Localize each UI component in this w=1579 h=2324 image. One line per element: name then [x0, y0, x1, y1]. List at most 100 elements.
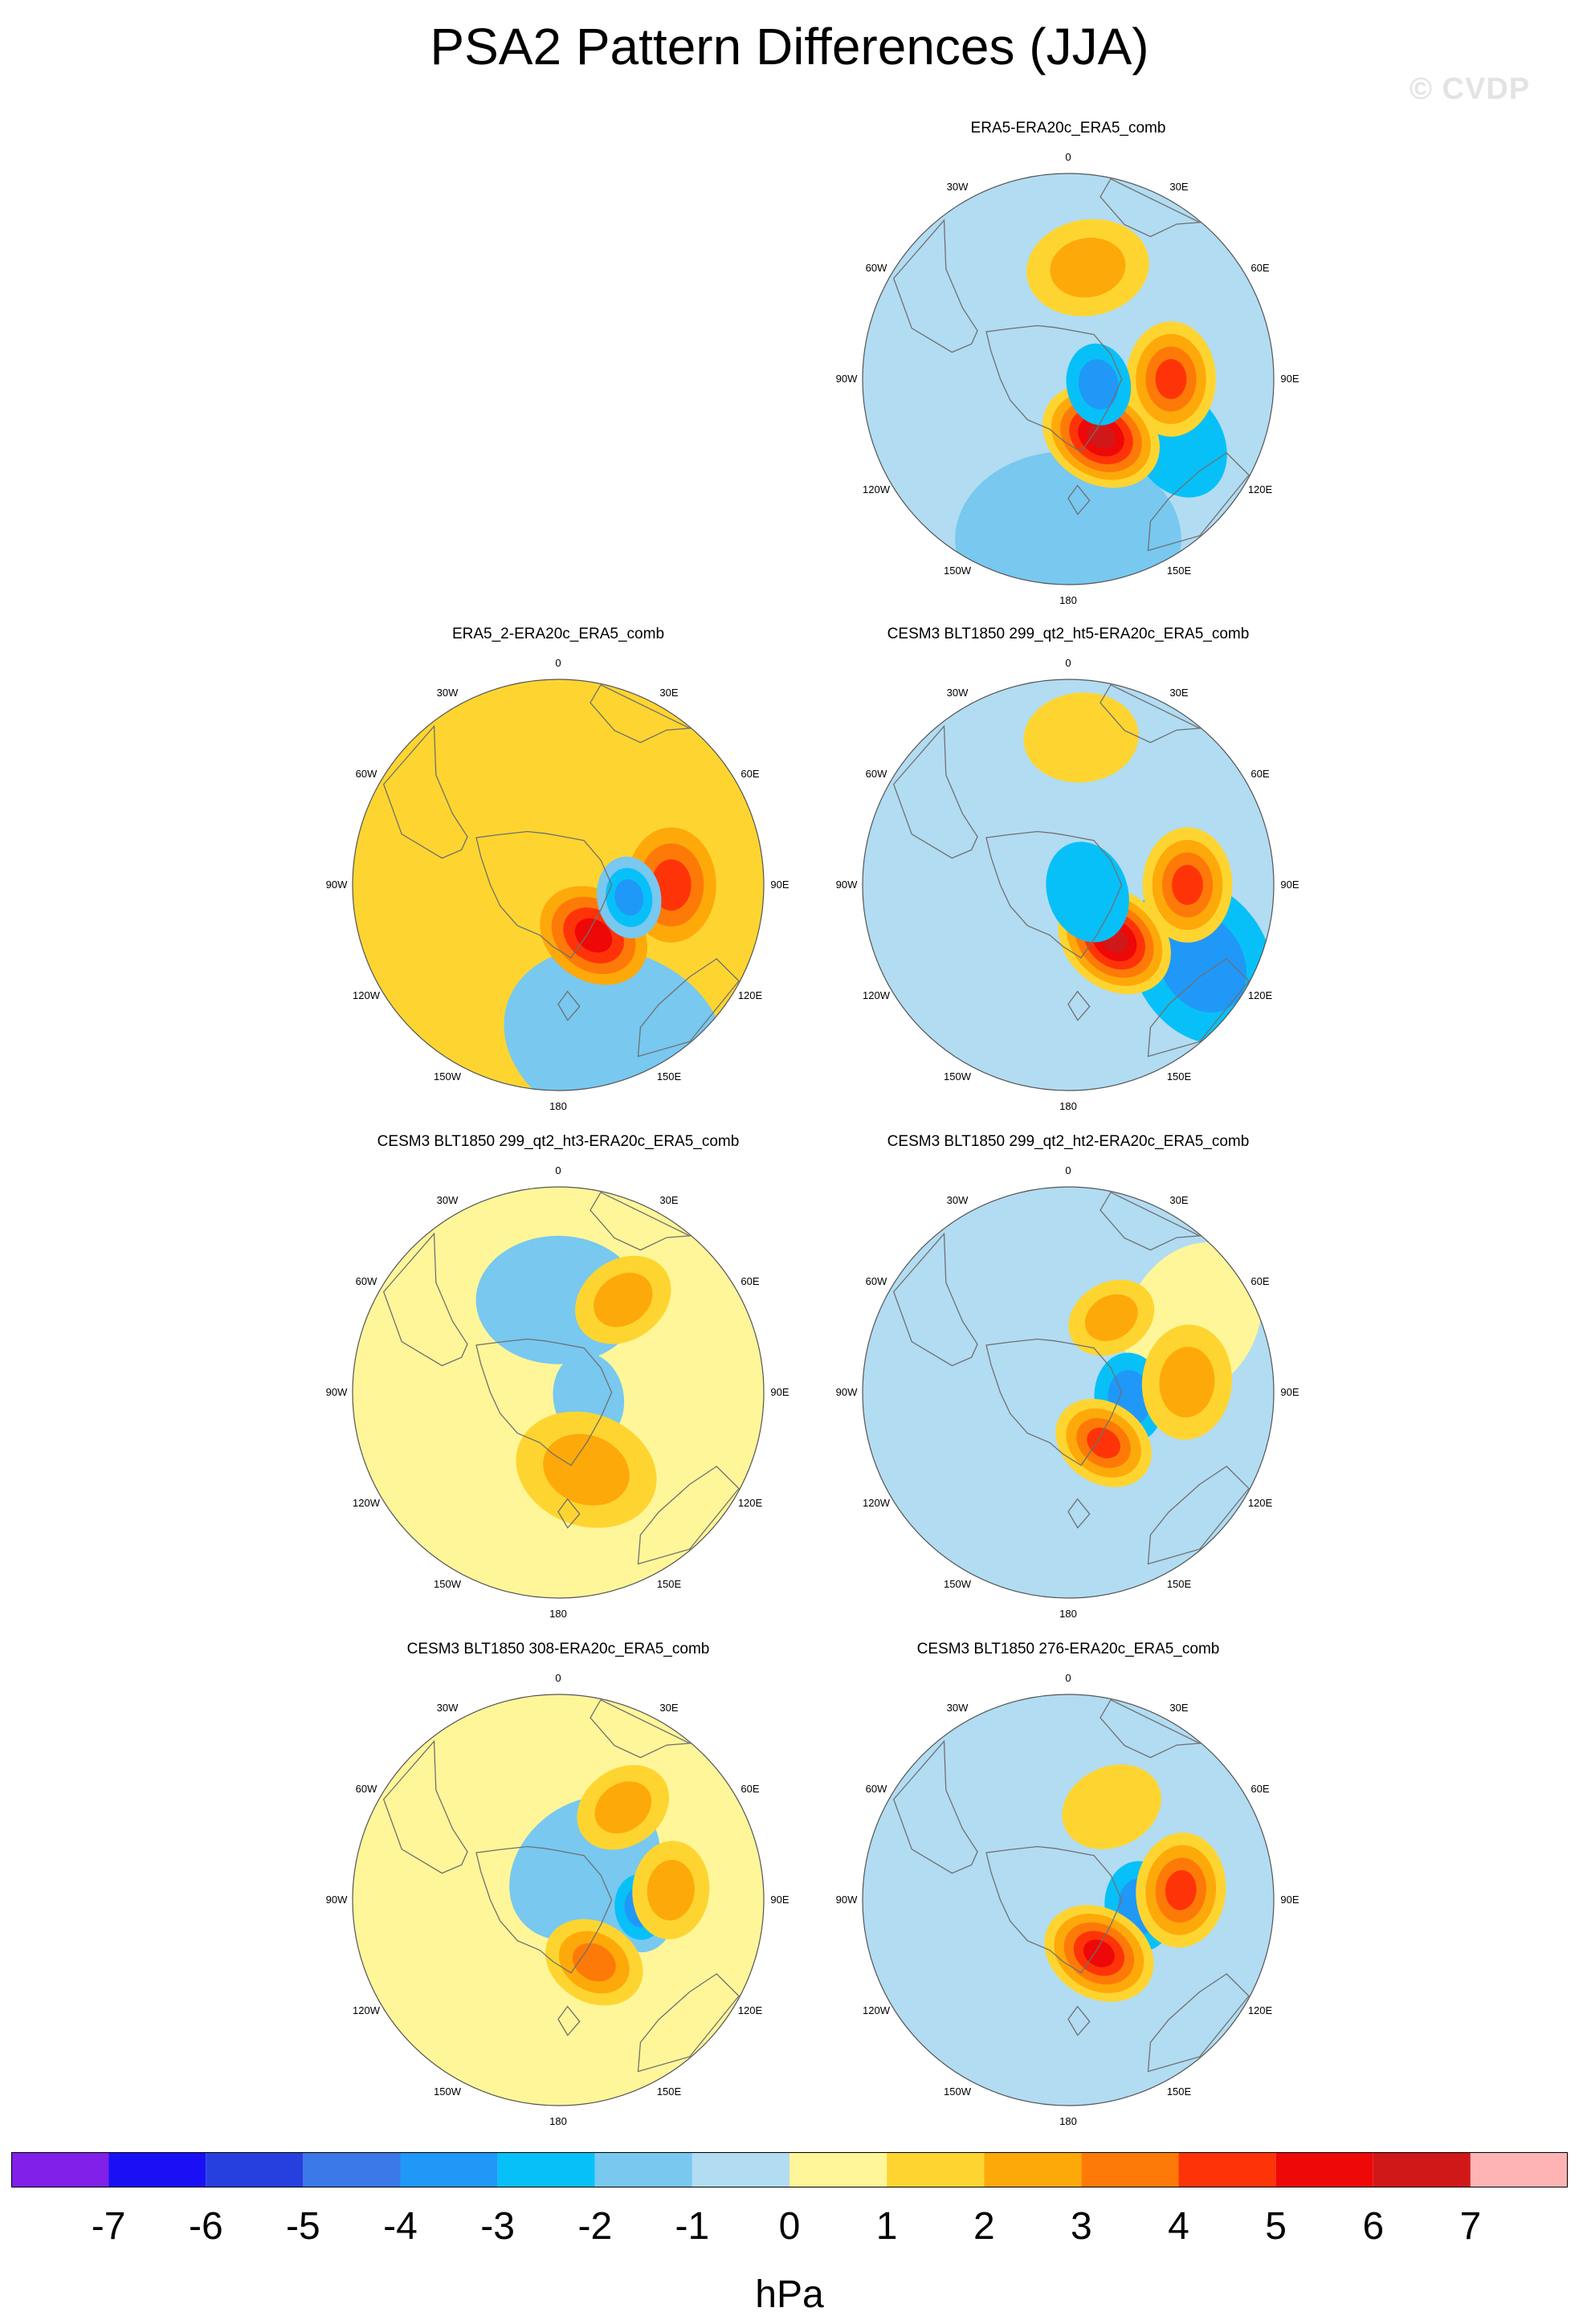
colorbar: -7 -6 -5 -4 -3 -2 -1 0 1 2 3 4 5 6 7 [11, 2152, 1568, 2248]
lon-label: 60E [1251, 1275, 1269, 1287]
contour-band [1172, 865, 1203, 905]
lon-label: 120E [1248, 483, 1273, 495]
lon-label: 30W [437, 1702, 459, 1714]
panel-1: ERA5-ERA20c_ERA5_comb 0 30E 60E 90E 120E 150E… [811, 119, 1325, 606]
contour-band [543, 1433, 630, 1506]
lon-label: 30W [947, 1194, 969, 1206]
lon-label: 0 [555, 1672, 561, 1684]
lon-label: 90E [1280, 1386, 1299, 1398]
colorbar-tick-label: 1 [876, 2205, 898, 2248]
colorbar-swatch [11, 2152, 109, 2187]
lon-label: 150E [1167, 1578, 1192, 1590]
coastline [475, 830, 613, 959]
coastline [1147, 452, 1250, 552]
polar-map: 0 30E 60E 90E 120E 150E 180 150W 120W 90W 60W 30W [836, 1672, 1300, 2127]
lon-label: 120W [863, 483, 891, 495]
contour-band [1083, 1939, 1115, 1967]
lon-label: 120E [1248, 989, 1273, 1001]
lon-label: 0 [555, 657, 561, 669]
lon-label: 180 [549, 1608, 567, 1620]
contour-field [863, 1694, 1274, 2106]
contour-band [647, 1859, 695, 1921]
colorbar-swatch [1081, 2152, 1179, 2187]
panel-3: CESM3 BLT1850 299_qt2_ht5-ERA20c_ERA5_co… [811, 625, 1325, 1112]
lon-label: 90E [770, 1386, 789, 1398]
panel-title: CESM3 BLT1850 308-ERA20c_ERA5_comb [406, 1641, 710, 1657]
lon-label: 120W [353, 2004, 381, 2016]
coastline [1100, 1191, 1202, 1251]
lon-label: 150W [944, 2085, 972, 2098]
colorbar-tick-label: -3 [480, 2205, 515, 2248]
coastline [590, 1698, 692, 1759]
coastline [892, 724, 978, 859]
lon-label: 60W [866, 262, 887, 274]
lon-label: 150W [944, 565, 972, 577]
colorbar-swatch [594, 2152, 692, 2187]
colorbar-tick-label: 7 [1460, 2205, 1482, 2248]
lon-label: 90W [326, 1894, 348, 1906]
colorbar-swatch [1470, 2152, 1568, 2187]
coastline [382, 1739, 468, 1874]
coastline [382, 1232, 468, 1367]
colorbar-tick-label: 5 [1265, 2205, 1287, 2248]
map-border [352, 1186, 765, 1599]
lon-label: 60W [866, 768, 887, 780]
panel-6: CESM3 BLT1850 308-ERA20c_ERA5_comb 0 30E 6… [301, 1640, 815, 2127]
lon-label: 30E [659, 1194, 678, 1206]
lon-label: 90W [836, 879, 858, 891]
coastline [985, 1845, 1123, 1974]
colorbar-swatch [1275, 2152, 1373, 2187]
lon-label: 180 [549, 1100, 567, 1112]
lon-label: 60E [741, 1783, 759, 1795]
colorbar-tick-label: -6 [189, 2205, 223, 2248]
watermark: © CVDP [1410, 72, 1531, 106]
lon-label: 0 [1065, 151, 1071, 163]
lon-label: 0 [1065, 657, 1071, 669]
coastlines [892, 177, 1250, 552]
contour-band [1078, 359, 1119, 410]
lon-label: 120W [863, 2004, 891, 2016]
panel-5: CESM3 BLT1850 299_qt2_ht2-ERA20c_ERA5_co… [811, 1132, 1325, 1620]
lon-label: 90W [326, 1386, 348, 1398]
coastline [1147, 1466, 1250, 1565]
contour-band [1155, 359, 1187, 399]
contour-field [353, 1187, 764, 1598]
lon-label: 90E [1280, 373, 1299, 385]
map-border [352, 679, 765, 1091]
lon-label: 120E [1248, 1497, 1273, 1509]
panel-title: CESM3 BLT1850 299_qt2_ht5-ERA20c_ERA5_co… [887, 626, 1250, 642]
colorbar-swatch [887, 2152, 985, 2187]
colorbar-swatch [303, 2152, 401, 2187]
lon-label: 150W [944, 1578, 972, 1590]
coastline [637, 958, 740, 1058]
map-border [862, 679, 1275, 1091]
coastline [590, 1191, 692, 1251]
coastline [557, 990, 581, 1021]
lon-label: 60E [1251, 262, 1269, 274]
lon-label: 30E [1169, 687, 1188, 699]
lon-label: 150E [657, 2085, 682, 2098]
lon-label: 90W [836, 1386, 858, 1398]
colorbar-tick-label: -4 [383, 2205, 418, 2248]
contour-field [863, 1187, 1274, 1598]
lon-label: 150E [1167, 2085, 1192, 2098]
colorbar-swatch [692, 2152, 790, 2187]
contour-band [594, 1272, 653, 1327]
lon-label: 120W [353, 989, 381, 1001]
lon-label: 180 [1059, 2115, 1077, 2127]
coastline [637, 1466, 740, 1565]
contour-band [1087, 1427, 1120, 1459]
coastline [892, 1232, 978, 1367]
lon-label: 90E [1280, 879, 1299, 891]
contour-band [1084, 1294, 1138, 1342]
contour-band [1159, 1347, 1215, 1418]
lon-label: 30E [1169, 181, 1188, 193]
coastlines [382, 683, 740, 1058]
lon-label: 150E [1167, 565, 1192, 577]
panel-title: ERA5-ERA20c_ERA5_comb [970, 120, 1166, 137]
lon-label: 150E [1167, 1070, 1192, 1082]
contour-band [1062, 1764, 1161, 1849]
contour-band [614, 879, 644, 916]
polar-map: 0 30E 60E 90E 120E 150E 180 150W 120W 90W 60W 30W [326, 1672, 790, 2127]
contour-band [1087, 423, 1116, 449]
